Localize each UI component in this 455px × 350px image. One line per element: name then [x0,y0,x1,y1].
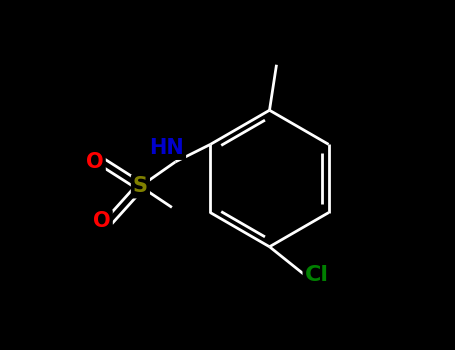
Text: HN: HN [149,138,184,158]
Text: S: S [133,176,148,196]
Text: O: O [93,211,111,231]
Text: O: O [86,152,104,172]
Text: Cl: Cl [305,265,329,285]
